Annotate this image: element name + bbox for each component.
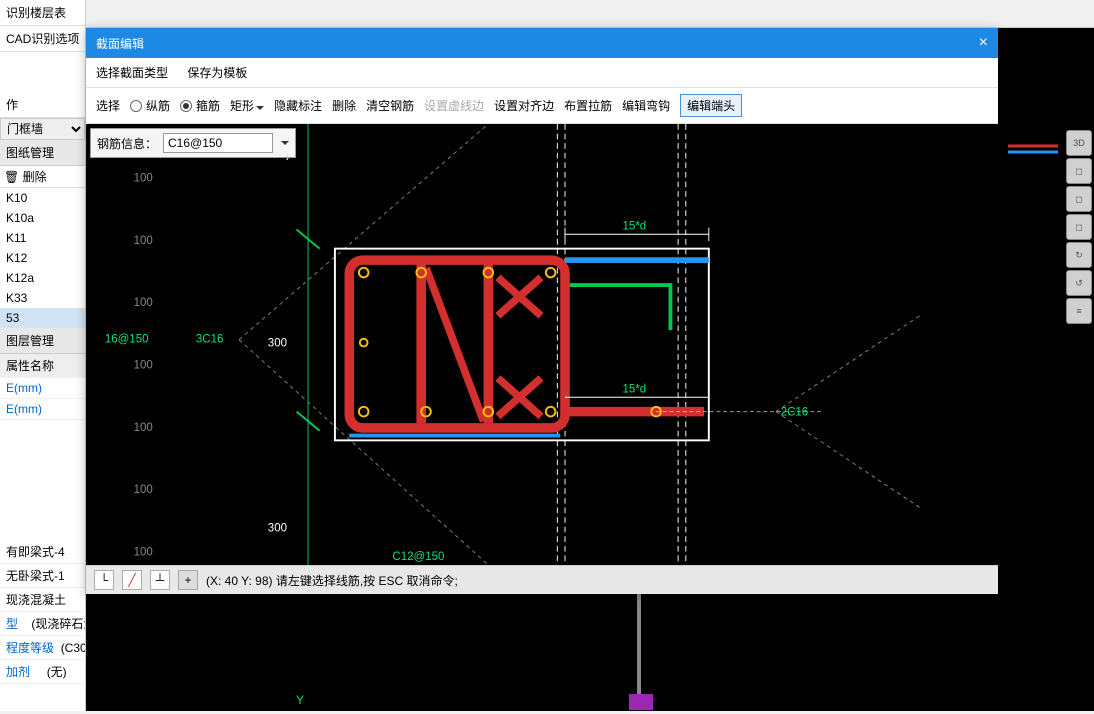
- left-sidebar: 识别楼层表 CAD识别选项 作 门框墙 图纸管理 🗑 删除 K10 K10a K…: [0, 0, 86, 711]
- svg-text:15*d: 15*d: [623, 220, 647, 232]
- section-drawing-mgmt: 图纸管理: [0, 140, 85, 166]
- svg-text:16@150: 16@150: [105, 334, 149, 346]
- section-drawing: 100 100 100 100 100 100 100: [86, 124, 998, 565]
- action-label: 作: [0, 92, 85, 118]
- status-icon-2[interactable]: ╱: [122, 570, 142, 590]
- tool-3d[interactable]: 3D: [1066, 130, 1092, 156]
- prop-row-link[interactable]: 程度等级 (C30): [0, 636, 85, 660]
- list-item[interactable]: 53: [0, 308, 85, 328]
- tool-cube2[interactable]: ◻: [1066, 186, 1092, 212]
- radio-stirrup[interactable]: 箍筋: [180, 97, 220, 114]
- top-ribbon: [86, 0, 1094, 28]
- bg-main-canvas: Y: [86, 594, 1094, 711]
- list-item[interactable]: K10: [0, 188, 85, 208]
- tool-clear[interactable]: 清空钢筋: [366, 97, 414, 114]
- tool-hide-annot[interactable]: 隐藏标注: [274, 97, 322, 114]
- prop-row[interactable]: E(mm): [0, 378, 85, 399]
- status-bar: └ ╱ ┴ + (X: 40 Y: 98) 请左键选择线筋,按 ESC 取消命令…: [86, 565, 998, 594]
- svg-text:100: 100: [134, 546, 153, 558]
- rebar-info-input[interactable]: [163, 133, 273, 153]
- list-item[interactable]: K33: [0, 288, 85, 308]
- list-item[interactable]: K10a: [0, 208, 85, 228]
- tool-select[interactable]: 选择: [96, 97, 120, 114]
- close-icon[interactable]: ×: [979, 34, 988, 52]
- svg-text:C12@150: C12@150: [392, 551, 444, 563]
- list-item[interactable]: K11: [0, 228, 85, 248]
- svg-text:100: 100: [134, 359, 153, 371]
- rebar-info-label: 钢筋信息：: [97, 135, 157, 152]
- drawing-toolbar: 🗑 删除: [0, 166, 85, 188]
- menu-select-type[interactable]: 选择截面类型: [96, 66, 168, 80]
- tool-virtual-edge: 设置虚线边: [424, 97, 484, 114]
- tool-layers[interactable]: ≡: [1066, 298, 1092, 324]
- y-axis-label: Y: [296, 693, 304, 707]
- status-icon-1[interactable]: └: [94, 570, 114, 590]
- section-editor-dialog: 截面编辑 × 选择截面类型 保存为模板 选择 纵筋 箍筋 矩形 隐藏标注 删除 …: [86, 28, 998, 594]
- prop-row-link[interactable]: 加剂 (无): [0, 660, 85, 684]
- dialog-titlebar[interactable]: 截面编辑 ×: [86, 28, 998, 58]
- tool-rect[interactable]: 矩形: [230, 97, 264, 114]
- svg-text:3C16: 3C16: [196, 334, 224, 346]
- dialog-menu: 选择截面类型 保存为模板: [86, 58, 998, 88]
- status-text: (X: 40 Y: 98) 请左键选择线筋,按 ESC 取消命令;: [206, 572, 458, 589]
- tool-pull[interactable]: 布置拉筋: [564, 97, 612, 114]
- section-layer-mgmt: 图层管理: [0, 328, 85, 354]
- chevron-down-icon[interactable]: [281, 141, 289, 145]
- right-tool-palette: 3D ◻ ◻ ◻ ↻ ↺ ≡: [1066, 130, 1092, 324]
- svg-text:2C16: 2C16: [781, 406, 809, 418]
- delete-button[interactable]: 🗑 删除: [4, 168, 47, 185]
- tool-align[interactable]: 设置对齐边: [494, 97, 554, 114]
- prop-row: 现浇混凝土: [0, 588, 85, 612]
- tool-delete[interactable]: 删除: [332, 97, 356, 114]
- tool-rotate2[interactable]: ↺: [1066, 270, 1092, 296]
- prop-row[interactable]: E(mm): [0, 399, 85, 420]
- svg-text:100: 100: [134, 484, 153, 496]
- svg-text:100: 100: [134, 422, 153, 434]
- dialog-toolbar: 选择 纵筋 箍筋 矩形 隐藏标注 删除 清空钢筋 设置虚线边 设置对齐边 布置拉…: [86, 88, 998, 124]
- tool-rotate[interactable]: ↻: [1066, 242, 1092, 268]
- rebar-info-panel: 钢筋信息：: [90, 128, 296, 158]
- section-canvas[interactable]: 钢筋信息： ) 100 100 100 100 100 100 100: [86, 124, 998, 565]
- radio-longitudinal[interactable]: 纵筋: [130, 97, 170, 114]
- menu-save-template[interactable]: 保存为模板: [187, 66, 247, 80]
- svg-text:100: 100: [134, 297, 153, 309]
- svg-text:300: 300: [268, 337, 287, 349]
- prop-row: 有即梁式-4: [0, 540, 85, 564]
- element-list: K10 K10a K11 K12 K12a K33 53: [0, 188, 85, 328]
- status-icon-4[interactable]: +: [178, 570, 198, 590]
- tool-cube3[interactable]: ◻: [1066, 214, 1092, 240]
- svg-text:15*d: 15*d: [623, 383, 647, 395]
- tab-cad-options[interactable]: CAD识别选项: [0, 26, 85, 52]
- status-icon-3[interactable]: ┴: [150, 570, 170, 590]
- tab-floor-table[interactable]: 识别楼层表: [0, 0, 85, 26]
- dialog-title: 截面编辑: [96, 35, 144, 52]
- tool-hook[interactable]: 编辑弯钩: [622, 97, 670, 114]
- list-item[interactable]: K12a: [0, 268, 85, 288]
- prop-row: 无卧梁式-1: [0, 564, 85, 588]
- list-item[interactable]: K12: [0, 248, 85, 268]
- tool-cube[interactable]: ◻: [1066, 158, 1092, 184]
- svg-text:100: 100: [134, 173, 153, 185]
- tool-endpoint[interactable]: 编辑端头: [680, 94, 742, 117]
- prop-header: 属性名称: [0, 354, 85, 378]
- svg-text:100: 100: [134, 235, 153, 247]
- wall-type-select[interactable]: 门框墙: [0, 118, 85, 140]
- prop-row-link[interactable]: 型 (现浇碎石混凝土): [0, 612, 85, 636]
- svg-text:300: 300: [268, 522, 287, 534]
